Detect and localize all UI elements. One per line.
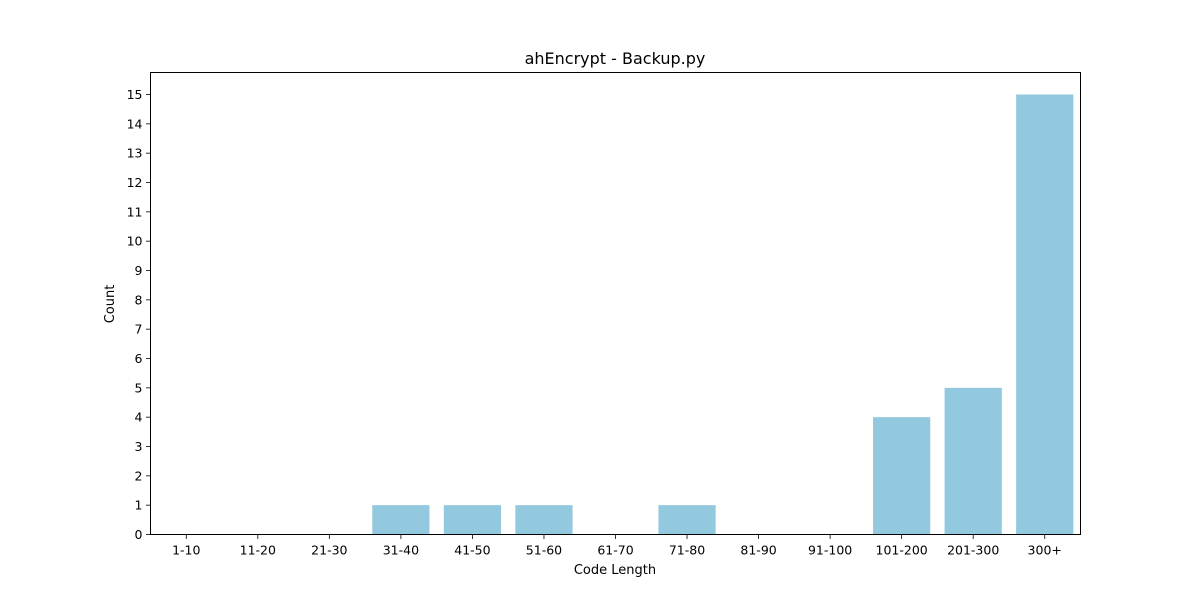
- x-tick-label: 11-20: [240, 543, 276, 558]
- y-tick-label: 11: [127, 204, 143, 219]
- y-tick-label: 7: [135, 322, 143, 337]
- y-tick-label: 9: [135, 263, 143, 278]
- bar-300+: [1016, 94, 1074, 535]
- x-tick-label: 81-90: [740, 543, 776, 558]
- y-tick-label: 1: [135, 498, 143, 513]
- y-tick-label: 2: [135, 468, 143, 483]
- x-tick-label: 41-50: [454, 543, 490, 558]
- y-tick-label: 8: [135, 292, 143, 307]
- y-tick-label: 12: [127, 175, 143, 190]
- x-tick-label: 91-100: [808, 543, 852, 558]
- y-tick-label: 6: [135, 351, 143, 366]
- bars-group: [372, 94, 1074, 535]
- y-tick-label: 5: [135, 380, 143, 395]
- y-tick-label: 13: [127, 146, 143, 161]
- chart-title: ahEncrypt - Backup.py: [525, 49, 706, 68]
- x-tick-label: 51-60: [526, 543, 562, 558]
- x-tick-label: 300+: [1028, 543, 1062, 558]
- bar-41-50: [443, 505, 502, 535]
- y-tick-label: 4: [135, 410, 143, 425]
- plot-frame: [150, 72, 1081, 535]
- x-tick-label: 101-200: [876, 543, 928, 558]
- y-tick-label: 10: [127, 234, 143, 249]
- y-tick-label: 15: [127, 87, 143, 102]
- y-tick-label: 3: [135, 439, 143, 454]
- x-tick-label: 61-70: [597, 543, 633, 558]
- x-axis-ticks: 1-10 11-20 21-30 31-40 41-50 51-60 61-70 71-80 8…: [172, 534, 1062, 558]
- x-axis-label: Code Length: [574, 563, 656, 578]
- bar-101-200: [873, 417, 931, 535]
- y-axis-label: Count: [103, 285, 118, 324]
- bar-71-80: [658, 505, 716, 535]
- x-tick-label: 21-30: [311, 543, 347, 558]
- bar-201-300: [944, 387, 1002, 535]
- bar-51-60: [515, 505, 573, 535]
- x-tick-label: 31-40: [383, 543, 419, 558]
- x-tick-label: 1-10: [172, 543, 200, 558]
- bar-31-40: [372, 505, 430, 535]
- y-tick-label: 14: [127, 116, 143, 131]
- y-tick-label: 0: [135, 527, 143, 542]
- x-tick-label: 201-300: [947, 543, 999, 558]
- x-tick-label: 71-80: [669, 543, 705, 558]
